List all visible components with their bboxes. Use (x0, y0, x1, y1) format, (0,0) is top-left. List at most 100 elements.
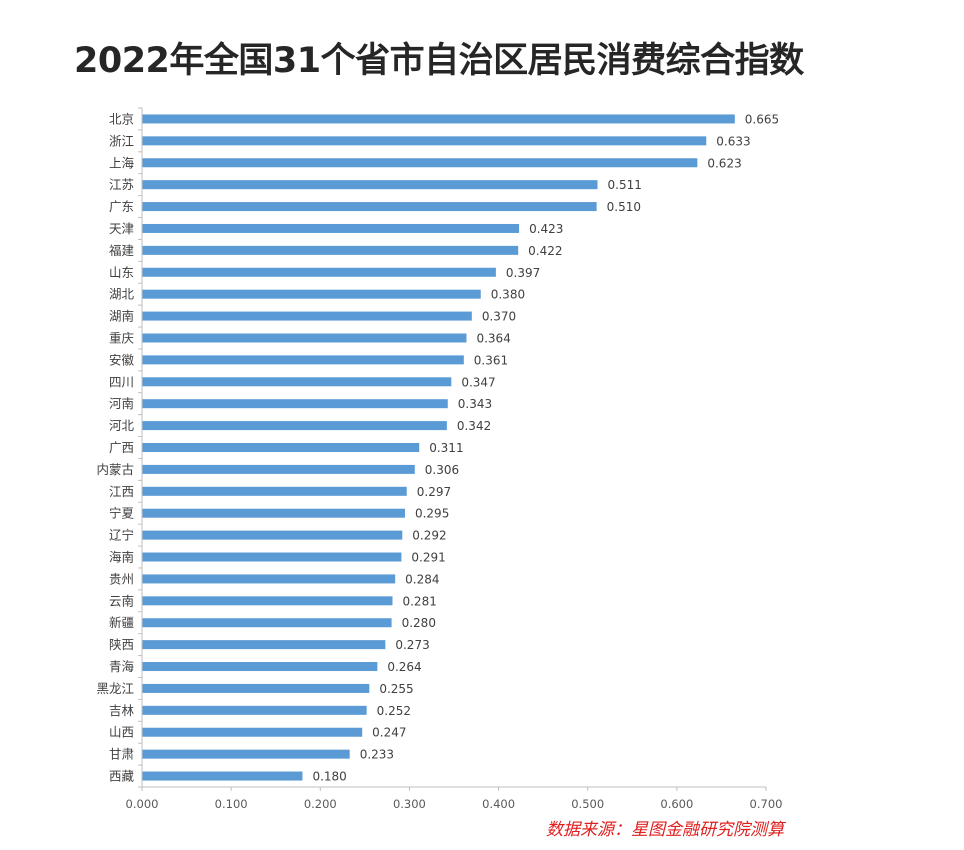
data-label: 0.306 (425, 463, 459, 477)
data-label: 0.633 (716, 134, 750, 148)
bar (142, 486, 407, 496)
data-label: 0.422 (528, 244, 562, 258)
bar (142, 771, 303, 781)
data-label: 0.311 (429, 441, 463, 455)
data-label: 0.284 (405, 572, 439, 586)
category-label: 海南 (109, 550, 134, 565)
data-label: 0.280 (402, 616, 436, 630)
category-label: 河北 (109, 418, 135, 433)
category-label: 山西 (109, 725, 134, 740)
category-label: 天津 (109, 221, 134, 236)
data-label: 0.623 (707, 156, 741, 170)
bar (142, 640, 386, 650)
category-label: 内蒙古 (96, 462, 134, 477)
category-label: 陕西 (109, 637, 134, 652)
category-label: 湖北 (109, 287, 135, 302)
data-label: 0.342 (457, 419, 491, 433)
data-label: 0.665 (745, 112, 779, 126)
category-label: 贵州 (109, 571, 134, 586)
bar (142, 683, 370, 693)
bar (142, 311, 472, 321)
x-tick-label: 0.100 (215, 797, 248, 811)
x-tick-label: 0.000 (126, 797, 159, 811)
data-label: 0.295 (415, 507, 449, 521)
bar (142, 180, 598, 190)
category-label: 上海 (109, 155, 135, 170)
category-label: 广西 (109, 440, 134, 455)
bar (142, 574, 396, 584)
category-label: 广东 (109, 199, 134, 214)
category-label: 安徽 (109, 352, 135, 367)
data-label: 0.347 (461, 375, 495, 389)
category-label: 宁夏 (109, 506, 135, 521)
category-label: 青海 (109, 659, 135, 674)
chart-title: 2022年全国31个省市自治区居民消费综合指数 (74, 41, 804, 81)
bar (142, 596, 393, 606)
data-label: 0.343 (458, 397, 492, 411)
bar (142, 114, 735, 124)
category-label: 湖南 (109, 309, 134, 324)
category-label: 吉林 (109, 703, 135, 718)
data-label: 0.255 (379, 682, 413, 696)
category-label: 云南 (109, 593, 134, 608)
bar (142, 552, 402, 562)
data-label: 0.273 (395, 638, 429, 652)
bar (142, 618, 392, 628)
data-label: 0.233 (360, 748, 394, 762)
data-source-note: 数据来源：星图金融研究院测算 (546, 820, 784, 840)
data-label: 0.370 (482, 310, 516, 324)
bar (142, 530, 403, 540)
data-label: 0.247 (372, 726, 406, 740)
bar (142, 333, 467, 343)
bar (142, 727, 363, 737)
data-label: 0.252 (377, 704, 411, 718)
data-label: 0.292 (412, 529, 446, 543)
x-tick-label: 0.500 (571, 797, 604, 811)
x-tick-label: 0.400 (482, 797, 515, 811)
bar (142, 267, 496, 277)
category-label: 江西 (109, 484, 134, 499)
bar (142, 289, 481, 299)
bar (142, 464, 415, 474)
category-label: 河南 (109, 396, 134, 411)
data-label: 0.423 (529, 222, 563, 236)
data-label: 0.291 (411, 551, 445, 565)
bar (142, 443, 420, 452)
data-label: 0.264 (387, 660, 421, 674)
x-tick-label: 0.200 (304, 797, 337, 811)
category-label: 福建 (109, 243, 135, 258)
x-tick-label: 0.300 (393, 797, 426, 811)
bar (142, 158, 698, 168)
x-tick-label: 0.600 (660, 797, 693, 811)
category-label: 新疆 (109, 615, 134, 630)
data-label: 0.297 (417, 485, 451, 499)
data-label: 0.180 (312, 770, 346, 784)
category-label: 重庆 (109, 330, 135, 345)
bar (142, 749, 350, 759)
bar (142, 136, 707, 146)
bar (142, 705, 367, 715)
category-label: 西藏 (109, 769, 135, 784)
category-label: 江苏 (109, 177, 134, 192)
data-label: 0.510 (607, 200, 641, 214)
category-label: 北京 (109, 111, 134, 126)
bar (142, 223, 520, 233)
category-label: 四川 (109, 374, 134, 389)
bar (142, 377, 452, 387)
category-label: 辽宁 (109, 528, 134, 543)
data-label: 0.281 (402, 594, 436, 608)
category-label: 黑龙江 (96, 681, 134, 696)
bar (142, 508, 405, 518)
x-tick-label: 0.700 (750, 797, 783, 811)
bar (142, 245, 519, 255)
data-label: 0.361 (474, 353, 508, 367)
category-label: 浙江 (109, 133, 134, 148)
category-label: 山东 (109, 265, 134, 280)
data-label: 0.397 (506, 266, 540, 280)
bar (142, 202, 597, 212)
data-label: 0.380 (491, 288, 525, 302)
category-label: 甘肃 (109, 747, 134, 762)
bar (142, 399, 448, 409)
data-label: 0.511 (608, 178, 642, 192)
